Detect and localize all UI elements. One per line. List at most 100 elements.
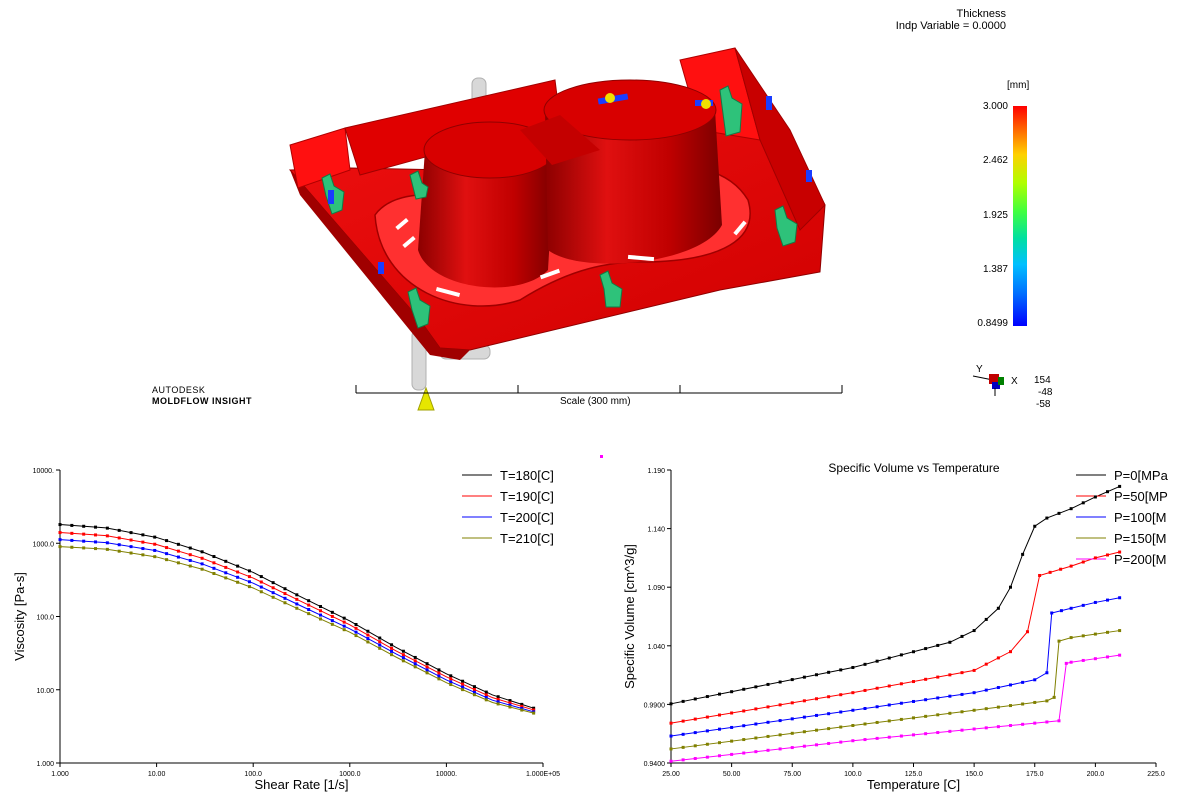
series-point <box>283 596 287 600</box>
series-point <box>307 612 311 616</box>
series-point <box>165 546 169 550</box>
series-point <box>401 659 405 663</box>
series-point <box>449 674 453 678</box>
series-point <box>247 580 251 584</box>
series-point <box>437 677 441 681</box>
series-point <box>718 727 721 731</box>
series-point <box>600 455 603 458</box>
series-point <box>82 546 86 550</box>
left-cup <box>418 150 555 288</box>
series-point <box>259 590 263 594</box>
indp-variable: Indp Variable = 0.0000 <box>895 20 1006 32</box>
series-point <box>984 688 988 692</box>
series-point <box>366 637 370 641</box>
series-point <box>472 688 476 692</box>
y-tick-label: 1.040 <box>647 644 665 651</box>
series-point <box>1069 660 1073 664</box>
series-point <box>176 549 180 553</box>
series-point <box>1069 507 1073 511</box>
slots <box>395 217 747 298</box>
series-point <box>790 717 794 721</box>
series-point <box>129 545 133 549</box>
series-point <box>1081 634 1085 638</box>
series-point <box>129 551 133 555</box>
series-point <box>1069 636 1073 640</box>
series-point <box>105 547 109 551</box>
series-point <box>996 606 1000 610</box>
series-point <box>766 682 770 686</box>
series-point <box>1033 524 1037 528</box>
series-point <box>802 744 806 748</box>
x-tick-label: 200.0 <box>1087 771 1105 778</box>
series-point <box>176 542 180 546</box>
series-point <box>972 708 976 712</box>
series-point <box>802 699 806 703</box>
series-point <box>449 683 453 687</box>
series-point <box>354 630 358 634</box>
series-point <box>58 538 62 542</box>
series-point <box>924 732 928 736</box>
series-point <box>718 741 721 745</box>
series-point <box>141 547 145 551</box>
series-point <box>425 668 429 672</box>
series-point <box>693 744 697 748</box>
series-point <box>390 646 394 650</box>
series-line-4 <box>670 654 1120 762</box>
series-point <box>827 727 831 731</box>
series-point <box>283 601 287 605</box>
y-axis-label: Viscosity [Pa-s] <box>12 572 27 661</box>
series-point <box>520 704 524 708</box>
series-point <box>1093 600 1097 604</box>
series-point <box>1009 704 1012 708</box>
scale-tick-0: 3.000 <box>982 101 1008 112</box>
series-point <box>790 701 794 705</box>
series-point <box>188 553 192 557</box>
series-point <box>153 548 157 552</box>
x-tick-label: 150.0 <box>965 771 983 778</box>
series-point <box>863 738 867 742</box>
x-tick-label: 25.00 <box>662 771 680 778</box>
y-tick-label: 1.090 <box>647 585 665 592</box>
series-point <box>1025 630 1029 634</box>
series-point <box>1106 553 1109 557</box>
series-point <box>730 739 734 743</box>
series-point <box>271 586 275 590</box>
series-point <box>815 697 818 701</box>
series-point <box>693 717 697 721</box>
series-point <box>839 693 843 697</box>
series-point <box>425 662 429 666</box>
x-tick-label: 1.000E+05 <box>526 771 560 778</box>
series-point <box>105 526 109 530</box>
triad-y: Y <box>976 364 983 375</box>
series-point <box>875 736 879 740</box>
model-view[interactable]: Thickness Indp Variable = 0.0000 <box>0 0 1200 430</box>
series-point <box>117 549 121 553</box>
series-point <box>378 643 382 647</box>
series-point <box>1118 484 1122 488</box>
series-point <box>1033 678 1037 682</box>
series-point <box>520 706 524 710</box>
series-point <box>766 720 770 724</box>
series-point <box>236 564 240 568</box>
series-point <box>669 734 673 738</box>
series-point <box>188 558 192 562</box>
series-point <box>863 662 867 666</box>
series-point <box>247 575 251 579</box>
series-point <box>259 575 263 579</box>
series-point <box>996 686 1000 690</box>
y-tick-label: 10.00 <box>36 688 54 695</box>
series-point <box>669 721 673 725</box>
series-point <box>342 624 346 628</box>
series-point <box>778 703 782 707</box>
series-point <box>669 702 673 706</box>
triad-x: X <box>1011 376 1018 387</box>
series-point <box>70 538 74 542</box>
series-point <box>319 617 323 621</box>
series-point <box>839 725 843 729</box>
series-point <box>827 741 831 745</box>
series-point <box>899 717 903 721</box>
series-point <box>472 685 476 689</box>
series-point <box>330 614 334 618</box>
part-model[interactable] <box>270 40 840 420</box>
color-scale <box>1013 106 1027 326</box>
